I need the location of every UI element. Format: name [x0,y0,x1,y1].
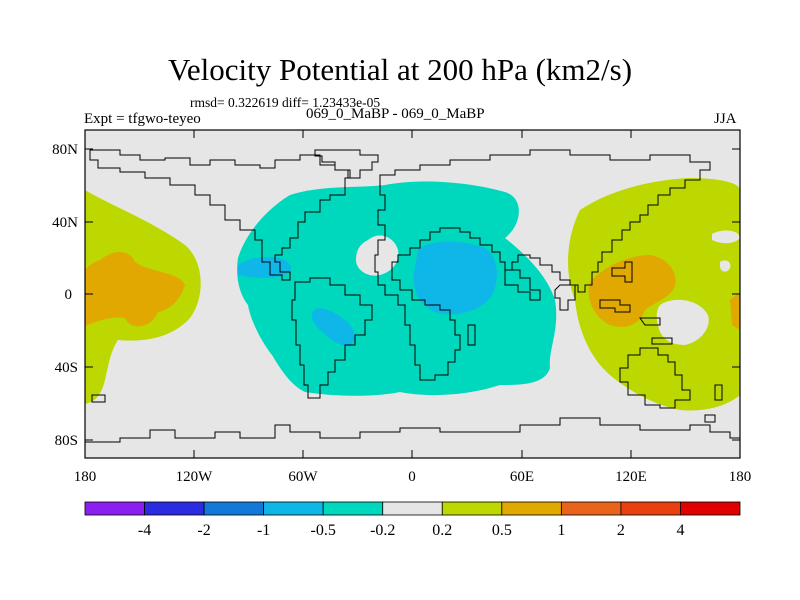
y-tick-label: 0 [65,287,73,303]
continent-outlines [85,149,740,443]
positive-core-east-edge [730,292,740,330]
colorbar-swatch [441,501,503,516]
experiment-label: Expt = tfgwo-teyeo [84,111,201,127]
x-tick-label: 180 [74,469,97,485]
colorbar-swatch [84,501,145,516]
contour-fields [85,130,740,458]
neutral-spot-ne [720,260,731,272]
x-tick-label: 120W [176,469,214,485]
colorbar-label: 1 [557,522,565,539]
colorbar-labels: -4 -2 -1 -0.5 -0.2 0.2 0.5 1 2 4 [138,522,685,539]
colorbar-swatch [144,501,205,516]
positive-core-west [85,251,185,327]
colorbar-swatch [203,501,265,516]
colorbar-swatch [382,501,443,516]
negative-region-central [237,181,557,396]
neutral-patch-ne [712,230,740,244]
colorbar-label: 0.2 [432,522,452,539]
x-tick-label: 60E [510,469,534,485]
colorbar-swatch [620,501,681,516]
colorbar-label: -2 [197,522,210,539]
colorbar-label: 2 [617,522,625,539]
y-tick-label: 80N [52,142,78,158]
y-tick-label: 40S [55,360,78,376]
colorbar-swatch [680,501,741,516]
x-tick-label: 120E [615,469,647,485]
colorbar-label: -0.5 [311,522,336,539]
colorbar-swatch [501,501,562,516]
colorbar-label: -1 [257,522,270,539]
colorbar-label: -0.2 [370,522,395,539]
x-tick-label: 180 [729,469,752,485]
y-tick-label: 40N [52,215,78,231]
x-tick-label: 0 [408,469,416,485]
neutral-hole-east [656,299,709,345]
x-tick-label: 60W [288,469,318,485]
colorbar-label: 4 [676,522,684,539]
neutral-hole-central [356,235,399,276]
colorbar [84,501,741,516]
colorbar-label: 0.5 [492,522,512,539]
colorbar-swatch [322,501,384,516]
colorbar-swatch [263,501,324,516]
stats-label: rmsd= 0.322619 diff= 1.23433e-05 [190,95,381,110]
positive-core-east [588,255,676,327]
chart-title: Velocity Potential at 200 hPa (km2/s) [167,52,633,87]
negative-core-south-atlantic [311,308,355,346]
x-ticks [193,130,632,458]
colorbar-label: -4 [138,522,151,539]
season-label: JJA [714,111,737,127]
colorbar-swatch [560,501,622,516]
y-tick-label: 80S [55,433,78,449]
negative-core-africa [413,241,497,315]
case-label: 069_0_MaBP - 069_0_MaBP [306,106,485,122]
y-ticks [85,148,740,441]
